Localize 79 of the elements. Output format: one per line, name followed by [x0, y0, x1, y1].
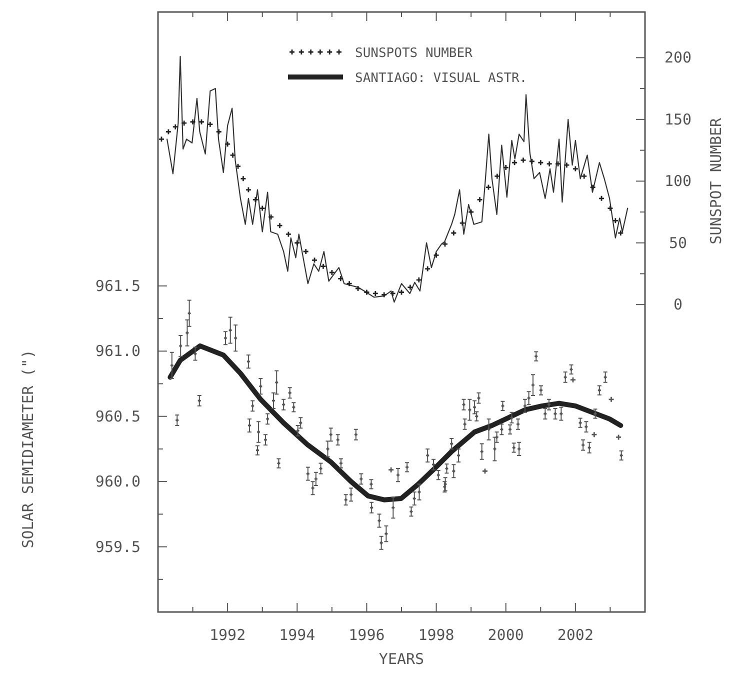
- point: [158, 136, 165, 142]
- point: [433, 252, 440, 258]
- point: [234, 163, 242, 170]
- x-axis-title: YEARS: [378, 650, 424, 668]
- point: [198, 118, 205, 126]
- y2-tick-label: 50: [668, 234, 688, 252]
- point: [502, 164, 510, 171]
- point: [380, 292, 388, 298]
- point: [172, 124, 179, 130]
- y-tick-label: 961.0: [95, 342, 141, 360]
- y-tick-label: 960.0: [95, 472, 141, 491]
- point: [276, 222, 283, 229]
- point: [259, 205, 266, 212]
- point: [165, 128, 172, 135]
- point: [240, 175, 246, 182]
- legend-label: SANTIAGO: VISUAL ASTR.: [355, 71, 528, 86]
- point: [206, 121, 214, 128]
- x-tick-label: 2002: [557, 626, 594, 644]
- point: [230, 152, 236, 158]
- point: [406, 284, 414, 291]
- point: [390, 290, 396, 297]
- point: [364, 289, 370, 296]
- point: [224, 140, 231, 148]
- point: [494, 173, 500, 180]
- x-tick-label: 1996: [348, 626, 385, 644]
- x-tick-label: 1998: [418, 626, 454, 644]
- point: [580, 173, 588, 180]
- y2-tick-label: 200: [664, 48, 692, 67]
- point: [216, 128, 222, 135]
- point: [476, 196, 483, 203]
- point: [285, 231, 292, 238]
- point: [346, 280, 353, 287]
- point: [180, 120, 188, 126]
- point: [459, 220, 466, 226]
- point: [252, 196, 259, 203]
- y2-tick-label: 100: [664, 172, 692, 190]
- point: [294, 240, 300, 246]
- y-tick-label: 961.5: [95, 276, 141, 295]
- point: [572, 166, 579, 172]
- y2-tick-label: 150: [664, 110, 692, 128]
- point: [590, 184, 596, 191]
- point: [564, 162, 570, 168]
- point: [190, 118, 196, 126]
- y2-tick-label: 0: [673, 296, 683, 314]
- point: [537, 159, 544, 166]
- point: [554, 160, 562, 168]
- point: [442, 240, 448, 248]
- x-tick-label: 1992: [210, 626, 246, 644]
- point: [424, 266, 431, 272]
- point: [354, 285, 362, 292]
- point: [511, 159, 518, 166]
- x-tick-label: 1994: [279, 626, 316, 644]
- y2-axis-title: SUNSPOT NUMBER: [707, 116, 725, 244]
- point: [398, 289, 405, 296]
- point: [302, 248, 310, 255]
- y-tick-label: 960.5: [95, 407, 141, 426]
- point: [546, 160, 553, 168]
- point: [337, 275, 344, 282]
- y-tick-label: 959.5: [95, 538, 141, 556]
- point: [617, 230, 624, 236]
- point: [612, 217, 619, 224]
- point: [450, 230, 457, 236]
- point: [485, 184, 492, 191]
- point: [520, 156, 526, 164]
- line-series: [166, 56, 628, 303]
- legend-label: SUNSPOTS NUMBER: [355, 46, 473, 61]
- point: [311, 256, 318, 264]
- x-tick-label: 2000: [488, 626, 524, 644]
- point: [416, 276, 422, 284]
- point: [320, 263, 326, 270]
- point: [528, 158, 536, 165]
- point: [245, 186, 252, 193]
- point: [468, 208, 474, 216]
- point: [598, 195, 605, 202]
- y-axis-title: SOLAR SEMIDIAMETER ("): [19, 350, 37, 548]
- point: [607, 205, 614, 212]
- point: [372, 290, 379, 297]
- point: [268, 214, 274, 220]
- point: [328, 269, 336, 276]
